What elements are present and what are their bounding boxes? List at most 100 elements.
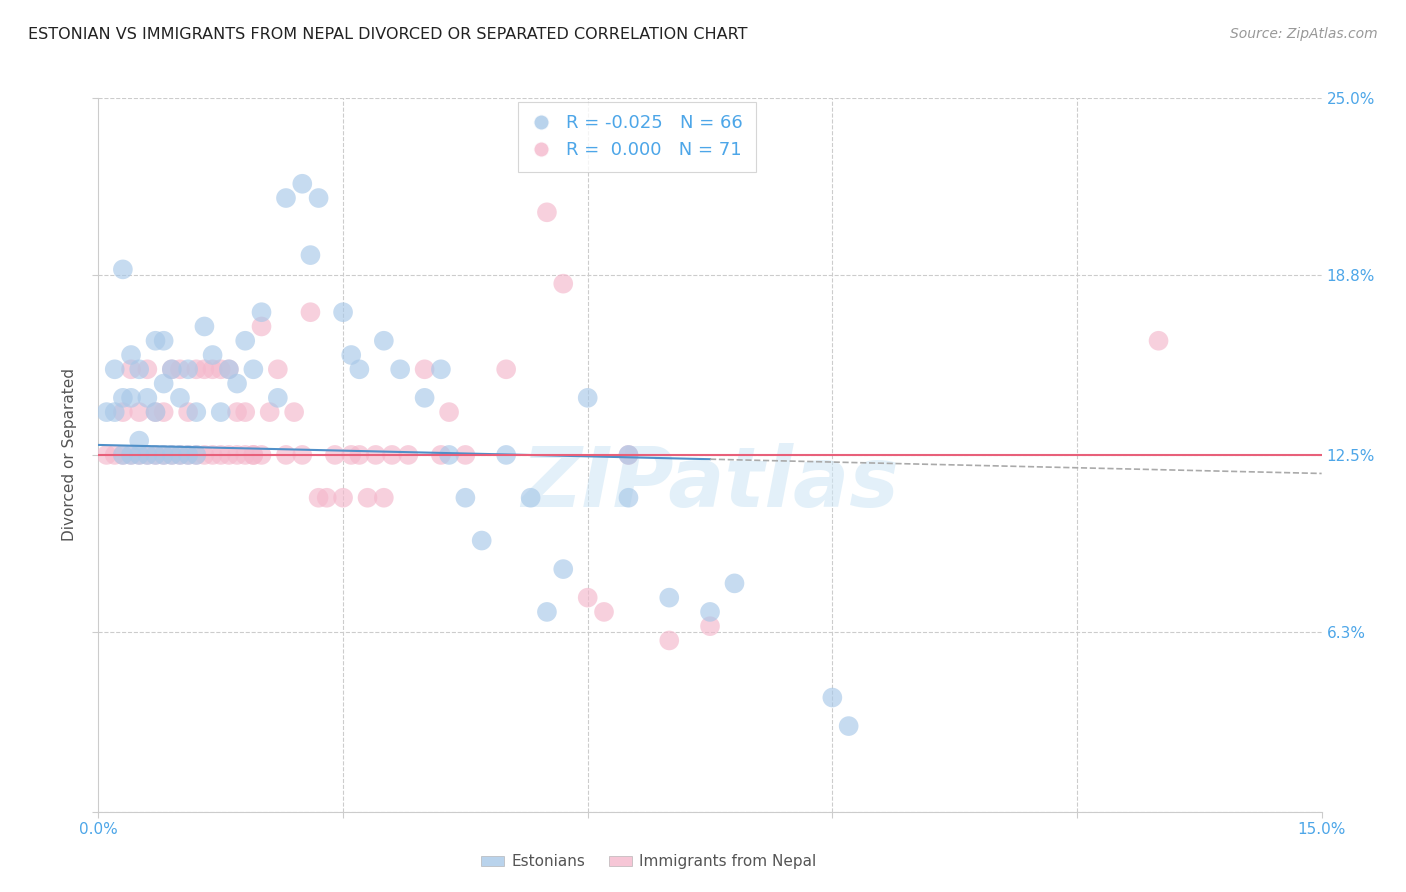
Point	[177, 448, 200, 462]
Text: Source: ZipAtlas.com: Source: ZipAtlas.com	[1230, 27, 1378, 41]
Point	[413, 391, 436, 405]
Point	[226, 376, 249, 391]
Point	[177, 362, 200, 376]
Point	[152, 405, 174, 419]
Point	[396, 448, 419, 462]
Point	[160, 448, 183, 462]
Point	[145, 448, 167, 462]
Point	[120, 362, 142, 376]
Point	[111, 448, 134, 462]
Point	[120, 391, 142, 405]
Point	[274, 191, 297, 205]
Point	[838, 719, 860, 733]
Point	[201, 348, 224, 362]
Point	[152, 448, 174, 462]
Point	[96, 405, 118, 419]
Point	[299, 305, 322, 319]
Point	[218, 362, 240, 376]
Point	[104, 405, 127, 419]
Point	[193, 319, 215, 334]
Point	[381, 448, 404, 462]
Point	[201, 362, 224, 376]
Point	[136, 391, 159, 405]
Point	[128, 362, 150, 376]
Point	[136, 448, 159, 462]
Point	[120, 448, 142, 462]
Point	[209, 405, 232, 419]
Point	[364, 448, 387, 462]
Y-axis label: Divorced or Separated: Divorced or Separated	[62, 368, 77, 541]
Point	[454, 448, 477, 462]
Point	[111, 262, 134, 277]
Point	[128, 448, 150, 462]
Point	[250, 305, 273, 319]
Point	[617, 491, 640, 505]
Point	[658, 633, 681, 648]
Point	[226, 448, 249, 462]
Point	[250, 448, 273, 462]
Point	[332, 491, 354, 505]
Point	[250, 319, 273, 334]
Point	[291, 448, 314, 462]
Point	[160, 362, 183, 376]
Point	[617, 448, 640, 462]
Point	[186, 405, 208, 419]
Point	[553, 277, 575, 291]
Point	[356, 491, 378, 505]
Point	[96, 448, 118, 462]
Point	[193, 448, 215, 462]
Point	[349, 448, 371, 462]
Point	[226, 405, 249, 419]
Point	[617, 448, 640, 462]
Point	[576, 591, 599, 605]
Point	[536, 205, 558, 219]
Point	[201, 448, 224, 462]
Point	[111, 448, 134, 462]
Point	[373, 334, 395, 348]
Point	[177, 405, 200, 419]
Point	[536, 605, 558, 619]
Point	[120, 448, 142, 462]
Point	[152, 376, 174, 391]
Point	[233, 334, 256, 348]
Point	[454, 491, 477, 505]
Point	[495, 448, 517, 462]
Point	[128, 434, 150, 448]
Point	[128, 448, 150, 462]
Point	[430, 362, 453, 376]
Point	[267, 362, 290, 376]
Point	[323, 448, 346, 462]
Point	[186, 362, 208, 376]
Point	[291, 177, 314, 191]
Point	[349, 362, 371, 376]
Legend: Estonians, Immigrants from Nepal: Estonians, Immigrants from Nepal	[475, 848, 823, 875]
Point	[553, 562, 575, 576]
Point	[111, 391, 134, 405]
Point	[267, 391, 290, 405]
Point	[576, 391, 599, 405]
Point	[186, 448, 208, 462]
Point	[160, 362, 183, 376]
Point	[495, 362, 517, 376]
Point	[274, 448, 297, 462]
Point	[519, 491, 541, 505]
Text: ZIPatlas: ZIPatlas	[522, 443, 898, 524]
Point	[471, 533, 494, 548]
Point	[218, 362, 240, 376]
Point	[186, 448, 208, 462]
Point	[193, 362, 215, 376]
Point	[821, 690, 844, 705]
Point	[413, 362, 436, 376]
Point	[340, 348, 363, 362]
Point	[373, 491, 395, 505]
Point	[699, 605, 721, 619]
Point	[145, 334, 167, 348]
Point	[169, 391, 191, 405]
Point	[169, 362, 191, 376]
Point	[308, 491, 330, 505]
Point	[145, 448, 167, 462]
Point	[104, 448, 127, 462]
Point	[299, 248, 322, 262]
Point	[120, 348, 142, 362]
Point	[389, 362, 412, 376]
